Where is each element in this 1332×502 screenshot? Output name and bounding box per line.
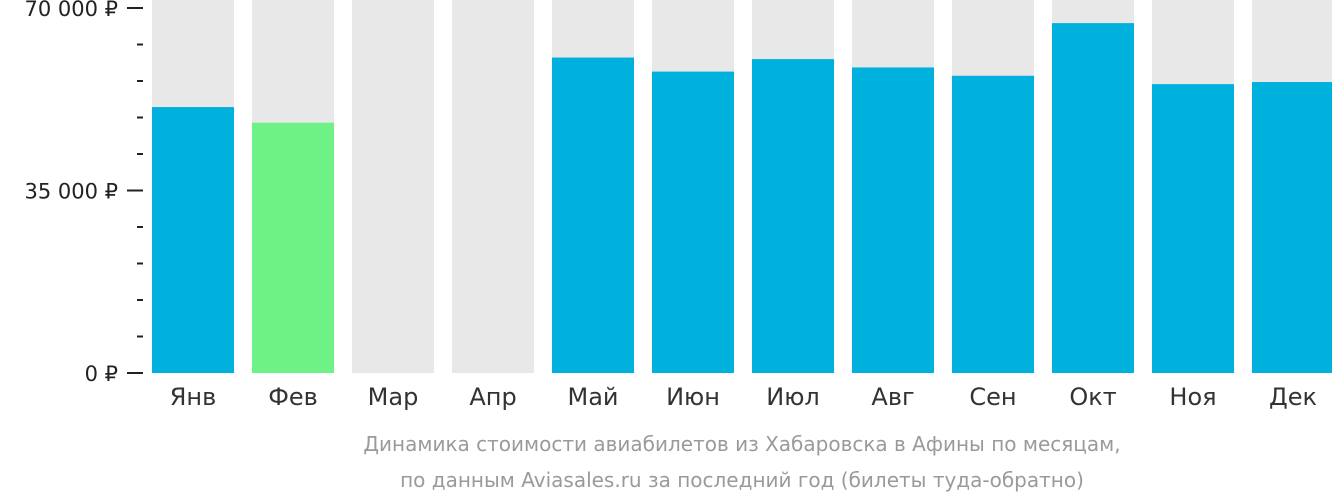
y-axis: 0 ₽ 35 000 ₽ 70 000 ₽ bbox=[24, 0, 143, 386]
x-tick-label: Июл bbox=[766, 383, 820, 411]
x-tick-label: Авг bbox=[871, 383, 914, 411]
x-tick-label: Апр bbox=[469, 383, 516, 411]
x-tick-label: Мар bbox=[368, 383, 419, 411]
bar-11[interactable] bbox=[1152, 84, 1234, 373]
bar-10[interactable] bbox=[1052, 23, 1134, 373]
bar-7[interactable] bbox=[752, 59, 834, 373]
bar-6[interactable] bbox=[652, 71, 734, 373]
bar-2[interactable] bbox=[252, 122, 334, 373]
x-tick-label: Дек bbox=[1269, 383, 1317, 411]
x-tick-label: Фев bbox=[268, 383, 318, 411]
x-tick-label: Май bbox=[567, 383, 618, 411]
x-tick-label: Окт bbox=[1069, 383, 1116, 411]
x-tick-label: Июн bbox=[666, 383, 720, 411]
x-axis-labels: Янв Фев Мар Апр Май Июн Июл Авг Сен Окт Ноя Дек bbox=[170, 383, 1317, 411]
bar-12[interactable] bbox=[1252, 82, 1332, 374]
x-tick-label: Сен bbox=[969, 383, 1016, 411]
bar-9[interactable] bbox=[952, 75, 1034, 374]
bar-8[interactable] bbox=[852, 67, 934, 373]
y-tick-label: 35 000 ₽ bbox=[24, 180, 118, 204]
y-tick-label: 70 000 ₽ bbox=[24, 0, 118, 21]
background-bar bbox=[452, 0, 534, 373]
x-tick-label: Янв bbox=[170, 383, 217, 411]
y-tick-label: 0 ₽ bbox=[85, 362, 118, 386]
caption-line-2: по данным Aviasales.ru за последний год … bbox=[400, 468, 1084, 492]
bars bbox=[152, 23, 1332, 374]
caption-line-1: Динамика стоимости авиабилетов из Хабаро… bbox=[363, 432, 1120, 456]
bar-5[interactable] bbox=[552, 57, 634, 374]
background-bar bbox=[352, 0, 434, 373]
x-tick-label: Ноя bbox=[1169, 383, 1216, 411]
bar-1[interactable] bbox=[152, 107, 234, 374]
